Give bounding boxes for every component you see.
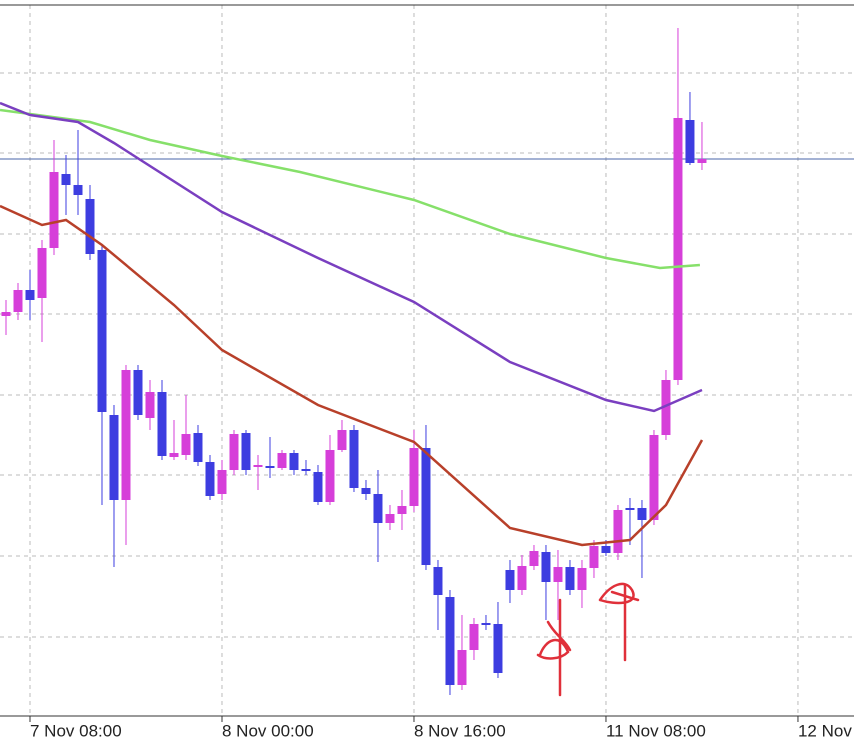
annotation-mark — [598, 582, 640, 662]
candle-body — [217, 470, 227, 494]
candle-body — [553, 567, 563, 582]
candle-body — [421, 448, 431, 565]
moving-average — [0, 101, 703, 413]
candle-body — [133, 370, 143, 415]
candle-body — [13, 290, 23, 312]
candle-body — [457, 650, 467, 685]
candle-body — [157, 392, 167, 456]
candle-body — [325, 450, 335, 502]
candle-body — [85, 199, 95, 254]
candle-body — [601, 546, 611, 553]
candle-body — [61, 174, 71, 185]
candle-body — [313, 472, 323, 502]
candle-body — [73, 185, 83, 195]
x-tick-label: 12 Nov 00:00 — [798, 721, 854, 740]
candle-body — [613, 510, 623, 553]
candle-body — [661, 380, 671, 435]
candle-body — [433, 567, 443, 595]
candle-body — [241, 433, 251, 470]
candle-body — [385, 514, 395, 523]
candle-body — [517, 566, 527, 590]
candle-body — [697, 159, 707, 163]
candle-body — [493, 624, 503, 673]
candle-body — [589, 546, 599, 568]
candle-body — [109, 415, 119, 500]
candle-body — [253, 465, 263, 467]
candle-body — [373, 494, 383, 523]
candle-body — [481, 623, 491, 625]
candle-body — [673, 118, 683, 380]
candle-body — [445, 597, 455, 685]
candle-body — [565, 567, 575, 590]
candle-body — [25, 290, 35, 300]
candle-body — [577, 568, 587, 590]
candle-body — [409, 448, 419, 506]
candle-body — [649, 435, 659, 520]
moving-average — [0, 204, 704, 547]
candle-body — [193, 433, 203, 462]
x-tick-label: 8 Nov 00:00 — [222, 721, 314, 740]
annotation-mark — [536, 598, 572, 697]
candle-body — [397, 506, 407, 514]
candle-body — [337, 430, 347, 450]
candle-body — [469, 624, 479, 650]
candle-body — [529, 551, 539, 566]
plot — [0, 28, 854, 695]
candle-body — [541, 552, 551, 582]
candle-body — [301, 469, 311, 471]
x-tick-label: 8 Nov 16:00 — [414, 721, 506, 740]
moving-average — [0, 108, 700, 270]
candle-body — [205, 462, 215, 496]
candle-body — [1, 312, 11, 316]
candle-body — [181, 434, 191, 455]
candle-body — [229, 434, 239, 470]
candle-body — [145, 392, 155, 418]
x-tick-label: 11 Nov 08:00 — [606, 721, 706, 740]
candle-body — [361, 488, 371, 494]
candle-body — [37, 248, 47, 298]
candle-body — [685, 120, 695, 163]
candle-body — [625, 508, 635, 510]
x-tick-label: 7 Nov 08:00 — [30, 721, 122, 740]
candle-body — [277, 453, 287, 468]
candle-body — [265, 466, 275, 468]
grid — [0, 5, 854, 722]
annotations — [536, 582, 640, 697]
candle-body — [289, 453, 299, 470]
candle-body — [505, 570, 515, 590]
candle-body — [169, 453, 179, 457]
candle-body — [121, 370, 131, 500]
candle-body — [97, 250, 107, 412]
candle-body — [349, 430, 359, 488]
candle-body — [49, 172, 59, 248]
candle-body — [637, 508, 647, 520]
